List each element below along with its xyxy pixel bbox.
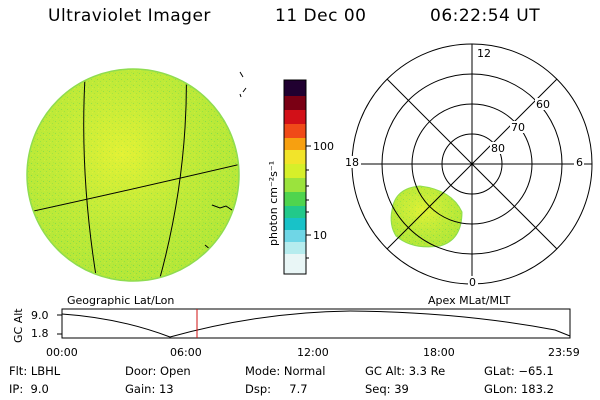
lat-label-70: 70 <box>511 121 525 134</box>
info-seq: Seq: 39 <box>365 382 409 396</box>
info-ip: IP: 9.0 <box>9 382 49 396</box>
mlt-label-12: 12 <box>477 47 491 60</box>
info-filter: Flt: LBHL <box>9 364 61 378</box>
meridian-line <box>155 70 187 280</box>
timeline-ylabel: GC Alt <box>12 308 25 343</box>
header-time: 06:22:54 UT <box>430 6 541 26</box>
mlt-line-diag <box>386 78 558 250</box>
timeline-xtick-0600: 06:00 <box>170 346 202 359</box>
timeline-ytick-min: 1.8 <box>31 327 49 340</box>
altitude-curve <box>61 310 571 338</box>
app-title: Ultraviolet Imager <box>48 6 211 26</box>
mlt-label-6: 6 <box>576 156 583 169</box>
right-panel-caption: Apex MLat/MLT <box>428 294 511 307</box>
header-date: 11 Dec 00 <box>275 6 367 26</box>
mlt-label-18: 18 <box>345 156 359 169</box>
timeline-xtick-1800: 18:00 <box>423 346 455 359</box>
timeline-xtick-0000: 00:00 <box>46 346 78 359</box>
left-panel-caption: Geographic Lat/Lon <box>67 294 174 307</box>
polar-mlt-plot <box>351 43 593 285</box>
meridian-line <box>83 70 99 280</box>
colorbar-axis-label: photon cm⁻²s⁻¹ <box>267 161 280 246</box>
timeline-xtick-2359: 23:59 <box>548 346 580 359</box>
info-dsp: Dsp: 7.7 <box>245 382 308 396</box>
timeline-xtick-1200: 12:00 <box>297 346 329 359</box>
info-glat: GLat: −65.1 <box>484 364 554 378</box>
colorbar-tick-100: 100 <box>313 140 334 153</box>
lat-label-60: 60 <box>536 98 550 111</box>
info-glon: GLon: 183.2 <box>484 382 554 396</box>
info-door: Door: Open <box>125 364 191 378</box>
altitude-timeline: GC Alt 9.0 1.8 00:00 06:00 12:00 18:00 2… <box>12 308 580 359</box>
color-scale-bar: 100 10 photon cm⁻²s⁻¹ <box>267 79 334 275</box>
timeline-ytick-max: 9.0 <box>31 309 49 322</box>
info-gc-alt: GC Alt: 3.3 Re <box>365 364 446 378</box>
coastline <box>239 71 247 98</box>
lat-label-80: 80 <box>491 142 505 155</box>
mlt-label-0: 0 <box>469 276 476 289</box>
uv-earth-image <box>26 68 247 282</box>
colorbar-tick-10: 10 <box>313 229 327 242</box>
parallel-line <box>28 161 238 215</box>
info-mode: Mode: Normal <box>245 364 326 378</box>
info-gain: Gain: 13 <box>125 382 174 396</box>
